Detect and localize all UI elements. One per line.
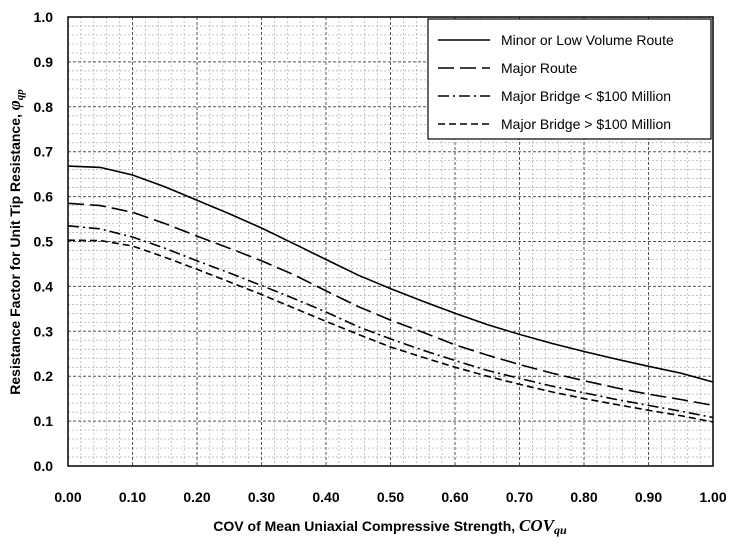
y-axis-title: Resistance Factor for Unit Tip Resistanc… — [5, 89, 26, 395]
y-tick-label: 0.5 — [34, 234, 54, 250]
y-tick-label: 1.0 — [34, 9, 54, 25]
x-tick-label: 0.70 — [506, 489, 533, 505]
y-tick-label: 0.6 — [34, 189, 54, 205]
x-tick-label: 0.00 — [54, 489, 81, 505]
series-layer — [67, 165, 714, 423]
legend: Minor or Low Volume Route Major Route Majo… — [427, 18, 712, 140]
series-line-3 — [67, 225, 714, 419]
x-axis-title: COV of Mean Uniaxial Compressive Strengt… — [213, 516, 567, 537]
legend-label-1: Minor or Low Volume Route — [501, 32, 674, 48]
plot-frame — [67, 16, 714, 467]
x-tick-label: 0.80 — [570, 489, 597, 505]
y-tick-label: 0.8 — [34, 99, 54, 115]
x-tick-label: 0.50 — [377, 489, 404, 505]
y-tick-label: 0.9 — [34, 54, 54, 70]
legend-label-3: Major Bridge < $100 Million — [501, 88, 671, 104]
y-tick-label: 0.7 — [34, 144, 54, 160]
series-line-1 — [67, 165, 714, 383]
y-tick-label: 0.4 — [34, 278, 54, 294]
x-tick-label: 0.20 — [183, 489, 210, 505]
x-tick-label: 0.40 — [312, 489, 339, 505]
y-tick-label: 0.1 — [34, 413, 54, 429]
legend-box — [427, 18, 712, 140]
tick-labels: 0.00 0.10 0.20 0.30 0.40 0.50 0.60 0.70 0.80 0.90… — [34, 9, 727, 505]
x-tick-label: 0.60 — [441, 489, 468, 505]
x-tick-label: 0.90 — [635, 489, 662, 505]
series-line-4 — [67, 239, 714, 423]
legend-label-4: Major Bridge > $100 Million — [501, 116, 671, 132]
series-line-2 — [67, 202, 714, 407]
y-tick-label: 0.3 — [34, 323, 54, 339]
y-tick-label: 0.0 — [34, 458, 54, 474]
y-tick-label: 0.2 — [34, 368, 54, 384]
x-tick-label: 1.00 — [699, 489, 726, 505]
legend-label-2: Major Route — [501, 60, 577, 76]
x-tick-label: 0.10 — [119, 489, 146, 505]
x-tick-label: 0.30 — [248, 489, 275, 505]
